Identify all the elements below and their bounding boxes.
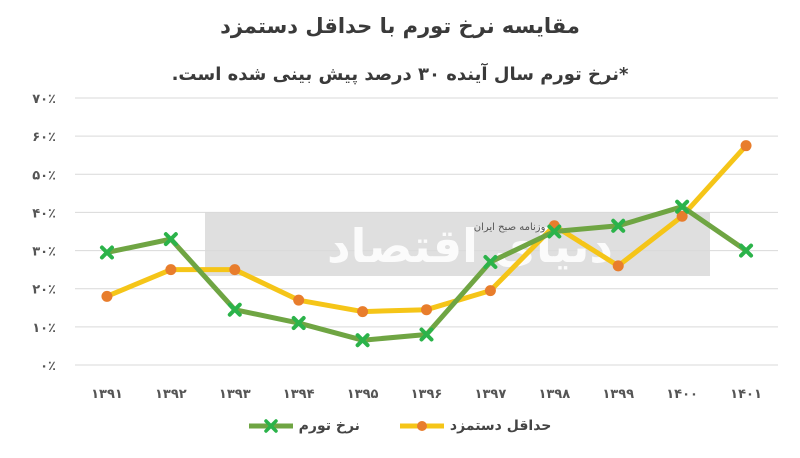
data-point-inflation	[739, 243, 754, 258]
y-tick-label: ۱۰٪	[32, 321, 56, 336]
data-point-inflation	[99, 245, 114, 260]
legend-item-min-wage: حداقل دستمزد	[399, 418, 552, 434]
x-tick-label: ۱۳۹۶	[411, 387, 443, 402]
data-point-min-wage	[484, 285, 496, 297]
y-tick-label: ۳۰٪	[32, 245, 56, 260]
data-point-min-wage	[740, 140, 752, 152]
x-tick-label: ۱۴۰۰	[666, 387, 698, 402]
data-point-inflation	[227, 302, 242, 317]
x-tick-label: ۱۳۹۱	[91, 387, 123, 402]
y-tick-label: ۲۰٪	[32, 283, 56, 298]
y-axis-ticks: ۰٪ ۱۰٪ ۲۰٪ ۳۰٪ ۴۰٪ ۵۰٪ ۶۰٪ ۷۰٪	[32, 92, 56, 374]
data-point-inflation	[291, 316, 306, 331]
data-point-min-wage	[612, 260, 624, 272]
x-tick-label: ۱۳۹۴	[283, 387, 315, 402]
data-point-inflation	[483, 255, 498, 270]
legend-item-inflation: نرخ تورم	[248, 418, 360, 434]
data-point-inflation	[547, 224, 562, 239]
legend-label-inflation: نرخ تورم	[298, 418, 360, 434]
data-point-min-wage	[229, 264, 241, 276]
x-tick-label: ۱۳۹۲	[155, 387, 187, 402]
y-tick-label: ۶۰٪	[32, 130, 56, 145]
data-point-inflation	[611, 218, 626, 233]
x-tick-label: ۱۴۰۱	[730, 387, 762, 402]
data-point-inflation	[355, 333, 370, 348]
y-tick-label: ۴۰٪	[32, 206, 56, 221]
watermark-small-text: روزنامه صبح ایران	[474, 222, 551, 233]
y-tick-label: ۷۰٪	[32, 92, 56, 107]
x-tick-label: ۱۳۹۹	[602, 387, 634, 402]
data-point-min-wage	[101, 290, 113, 302]
y-tick-label: ۰٪	[40, 359, 56, 374]
x-tick-label: ۱۳۹۷	[475, 387, 507, 402]
data-point-inflation	[163, 232, 178, 247]
legend: حداقل دستمزد نرخ تورم	[0, 418, 800, 434]
series-group	[99, 140, 754, 348]
data-point-min-wage	[676, 210, 688, 222]
legend-swatch-min-wage	[399, 421, 444, 431]
y-tick-label: ۵۰٪	[32, 168, 56, 183]
data-point-min-wage	[357, 306, 369, 318]
chart-subtitle: *نرخ تورم سال آینده ۳۰ درصد پیش بینی شده…	[171, 64, 629, 85]
data-point-inflation	[419, 327, 434, 342]
legend-swatch-inflation	[248, 419, 293, 433]
data-point-min-wage	[293, 294, 305, 306]
legend-label-min-wage: حداقل دستمزد	[449, 418, 552, 434]
data-point-min-wage	[421, 304, 432, 316]
x-tick-label: ۱۳۹۸	[538, 387, 570, 402]
chart-title: مقایسه نرخ تورم با حداقل دستمزد	[220, 14, 580, 38]
watermark-text: دنیای اقتصاد	[327, 219, 613, 273]
x-tick-label: ۱۳۹۳	[219, 387, 251, 402]
x-axis-ticks: ۱۳۹۱ ۱۳۹۲ ۱۳۹۳ ۱۳۹۴ ۱۳۹۵ ۱۳۹۶ ۱۳۹۷ ۱۳۹۸ ۱۳۹۹ ۱۴۰۰…	[91, 387, 762, 402]
data-point-min-wage	[165, 264, 177, 276]
x-tick-label: ۱۳۹۵	[347, 387, 379, 402]
data-point-inflation	[675, 199, 690, 214]
